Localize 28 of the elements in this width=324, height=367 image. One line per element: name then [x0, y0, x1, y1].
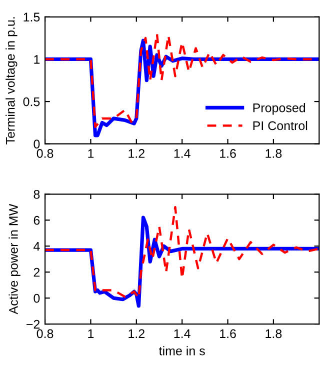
x-tick-label: 0.8 [36, 329, 54, 338]
y-axis-title: Active power in MW [8, 204, 20, 314]
x-tick-label: 1.4 [174, 149, 190, 158]
x-tick-label: 1 [88, 329, 94, 338]
x-tick-label: 1.6 [220, 329, 236, 338]
y-tick-label: 4 [34, 242, 40, 251]
y-tick-label: 0.5 [23, 97, 40, 106]
y-tick-label: 1.5 [24, 12, 40, 22]
x-tick-label: 0.8 [36, 149, 54, 158]
x-tick-label: 1.8 [266, 329, 282, 338]
y-tick-label: 1 [34, 55, 40, 64]
y-tick-label: 8 [34, 190, 40, 199]
y-tick-label: −2 [26, 320, 40, 329]
x-tick-label: 1.8 [266, 149, 282, 158]
y-tick-label: 0 [34, 140, 40, 149]
y-axis-title: Terminal voltage in p.u. [6, 17, 18, 144]
x-tick-label: 1.4 [174, 329, 190, 338]
x-tick-label: 1.2 [128, 329, 144, 338]
y-tick-label: 2 [34, 268, 40, 277]
x-tick-label: 1.2 [128, 149, 144, 158]
x-tick-label: 1 [88, 149, 94, 158]
legend-label: Proposed [253, 103, 306, 115]
y-tick-label: 6 [34, 216, 40, 225]
line-series [45, 206, 320, 300]
x-tick-label: 1.6 [220, 149, 236, 158]
y-tick-label: 0 [34, 294, 40, 303]
x-axis-title: time in s [159, 346, 205, 356]
legend-label: PI Control [253, 120, 308, 130]
